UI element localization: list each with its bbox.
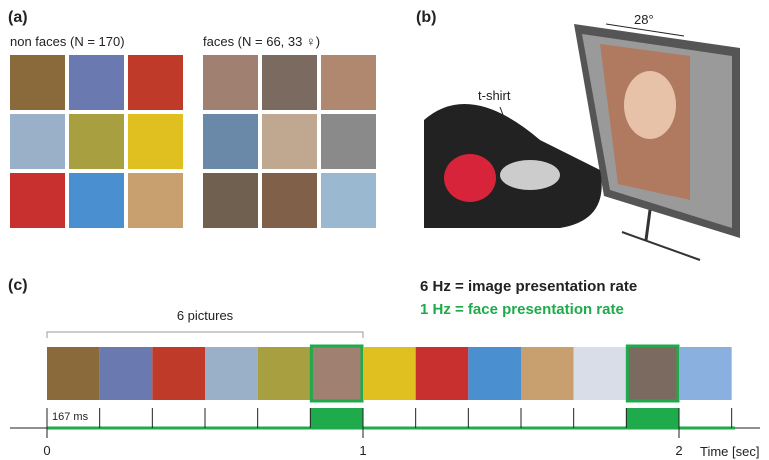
face	[624, 71, 676, 139]
photo	[321, 55, 376, 110]
bracket-label: 6 pictures	[177, 308, 234, 323]
photo	[128, 114, 183, 169]
sequence-photo	[257, 347, 311, 400]
photo	[321, 114, 376, 169]
sequence-photo	[626, 347, 679, 400]
rate-image: 6 Hz = image presentation rate	[420, 278, 637, 295]
photo	[128, 173, 183, 228]
photo	[10, 55, 65, 110]
panel-label: (a)	[8, 9, 28, 26]
time-label: 0	[43, 443, 50, 458]
rate-bold: 6 Hz	[420, 278, 451, 295]
photo	[69, 55, 124, 110]
sequence-photo	[99, 347, 153, 400]
sequence-photo	[679, 347, 732, 400]
photo	[10, 173, 65, 228]
toy	[444, 154, 496, 202]
angle-label: 28°	[634, 12, 654, 27]
photo	[203, 55, 258, 110]
tshirt-shape	[500, 160, 560, 190]
angle-arrow	[605, 23, 685, 37]
photo	[321, 173, 376, 228]
photo	[128, 55, 183, 110]
bracket	[46, 331, 364, 338]
timeline: 0 1 2	[43, 408, 733, 458]
photo	[203, 173, 258, 228]
rate-face: 1 Hz = face presentation rate	[420, 301, 624, 318]
sequence-photo	[415, 347, 469, 400]
panel-label: (b)	[416, 9, 436, 26]
image-layer	[10, 55, 732, 403]
sequence-photo	[310, 347, 363, 400]
face-frame	[625, 344, 680, 403]
time-label: 2	[675, 443, 682, 458]
tshirt-label: t-shirt	[478, 88, 511, 103]
pointer	[499, 106, 521, 161]
rate-rest: = image presentation rate	[455, 278, 637, 295]
sequence-photo	[363, 347, 416, 400]
sequence-photo	[152, 347, 205, 400]
photo	[10, 114, 65, 169]
panel-label: (c)	[8, 277, 28, 294]
photo	[262, 114, 317, 169]
photo	[262, 173, 317, 228]
time-label: 1	[359, 443, 366, 458]
duration-label: 167 ms	[52, 411, 89, 423]
photo	[203, 114, 258, 169]
face-pulse	[626, 408, 679, 428]
axis-title: Time [sec]	[700, 444, 759, 459]
photo	[262, 55, 317, 110]
sequence-photo	[521, 347, 574, 400]
photo	[69, 114, 124, 169]
face-frame	[309, 344, 364, 403]
sequence-photo	[573, 347, 627, 400]
photo	[69, 173, 124, 228]
face-pulse	[310, 408, 363, 428]
caption: non faces (N = 170)	[10, 34, 125, 49]
sequence-photo	[47, 347, 100, 400]
caption: faces (N = 66, 33 ♀)	[203, 34, 320, 49]
stand	[644, 209, 652, 241]
stand-base	[621, 231, 701, 261]
sequence-photo	[205, 347, 258, 400]
sequence-photo	[468, 347, 521, 400]
